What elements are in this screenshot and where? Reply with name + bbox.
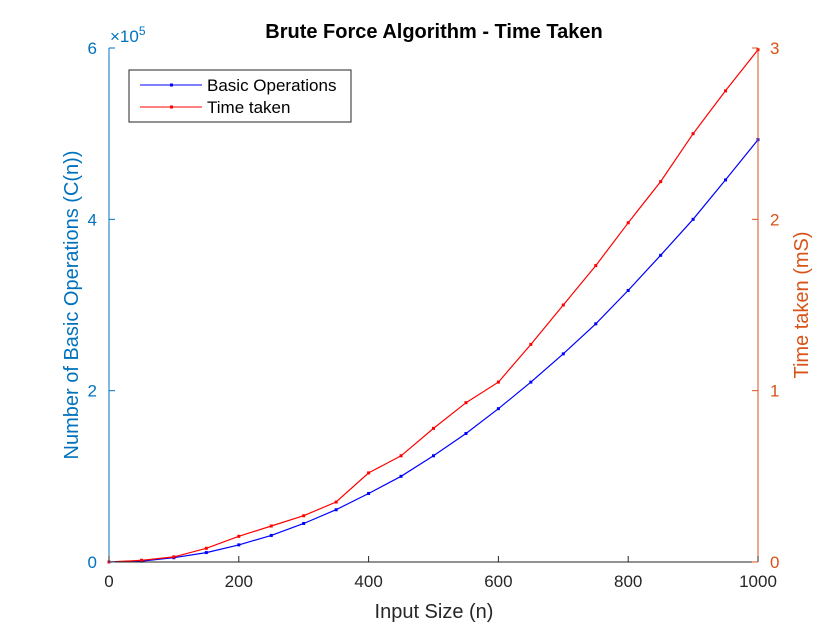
data-point-basic-operations bbox=[399, 474, 403, 478]
data-point-basic-operations bbox=[594, 322, 598, 326]
y-right-axis-ticks: 0 1 2 3 bbox=[752, 39, 779, 572]
x-tick-label: 400 bbox=[354, 572, 382, 591]
y-right-axis-label: Time taken (mS) bbox=[791, 231, 813, 378]
y-right-tick-label: 1 bbox=[770, 382, 779, 401]
data-point-time-taken bbox=[367, 471, 371, 475]
x-tick-label: 600 bbox=[484, 572, 512, 591]
y-left-tick-label: 4 bbox=[88, 210, 97, 229]
y-right-tick-label: 0 bbox=[770, 553, 779, 572]
data-point-basic-operations bbox=[659, 253, 663, 257]
data-point-time-taken bbox=[204, 546, 208, 550]
y-left-axis-label: Number of Basic Operations (C(n)) bbox=[61, 151, 83, 460]
y-left-axis-ticks: 0 2 4 6 bbox=[88, 39, 115, 572]
y-left-tick-label: 0 bbox=[88, 553, 97, 572]
x-tick-label: 1000 bbox=[739, 572, 777, 591]
data-point-basic-operations bbox=[204, 551, 208, 555]
legend-box bbox=[128, 69, 352, 123]
data-point-time-taken bbox=[334, 500, 338, 504]
data-point-time-taken bbox=[172, 555, 176, 559]
legend-label-time-taken: Time taken bbox=[207, 98, 290, 117]
y-left-tick-label: 2 bbox=[88, 382, 97, 401]
data-point-time-taken bbox=[302, 514, 306, 518]
series-layer bbox=[107, 48, 760, 564]
x-axis-ticks: 0 200 400 600 800 1000 bbox=[104, 556, 777, 591]
legend: Basic Operations Time taken bbox=[128, 69, 352, 123]
data-point-basic-operations bbox=[496, 407, 500, 411]
data-point-time-taken bbox=[432, 426, 435, 430]
data-point-time-taken bbox=[724, 89, 728, 93]
data-point-time-taken bbox=[561, 303, 565, 307]
data-point-time-taken bbox=[237, 534, 241, 538]
data-point-basic-operations bbox=[237, 543, 241, 547]
data-point-time-taken bbox=[529, 342, 533, 346]
data-point-basic-operations bbox=[529, 380, 533, 384]
x-axis-label: Input Size (n) bbox=[375, 601, 494, 623]
plot-area bbox=[109, 48, 758, 562]
data-point-basic-operations bbox=[432, 454, 435, 458]
chart-title: Brute Force Algorithm - Time Taken bbox=[265, 21, 602, 43]
data-point-time-taken bbox=[691, 132, 695, 136]
data-point-time-taken bbox=[139, 558, 143, 562]
data-point-basic-operations bbox=[561, 352, 565, 356]
data-point-basic-operations bbox=[464, 432, 468, 435]
x-tick-label: 200 bbox=[225, 572, 253, 591]
data-point-basic-operations bbox=[724, 178, 728, 182]
data-point-time-taken bbox=[269, 524, 273, 528]
data-point-basic-operations bbox=[269, 533, 273, 537]
data-point-basic-operations bbox=[691, 217, 695, 221]
data-point-basic-operations bbox=[334, 508, 338, 512]
legend-marker-basic-operations bbox=[170, 83, 173, 87]
legend-marker-time-taken bbox=[170, 105, 173, 109]
y-right-tick-label: 2 bbox=[770, 210, 779, 229]
y-left-tick-label: 6 bbox=[88, 39, 97, 58]
y-left-exponent: ×105 bbox=[110, 24, 146, 46]
data-point-time-taken bbox=[464, 401, 468, 405]
data-point-basic-operations bbox=[302, 521, 306, 525]
data-point-time-taken bbox=[659, 180, 663, 184]
x-tick-label: 800 bbox=[614, 572, 642, 591]
data-point-time-taken bbox=[496, 380, 500, 384]
x-tick-label: 0 bbox=[104, 572, 113, 591]
data-point-time-taken bbox=[626, 221, 630, 225]
y-right-tick-label: 3 bbox=[770, 39, 779, 58]
legend-label-basic-operations: Basic Operations bbox=[207, 76, 336, 95]
data-point-time-taken bbox=[399, 454, 403, 458]
data-point-basic-operations bbox=[367, 491, 371, 495]
data-point-time-taken bbox=[594, 264, 598, 268]
data-point-basic-operations bbox=[626, 288, 630, 292]
